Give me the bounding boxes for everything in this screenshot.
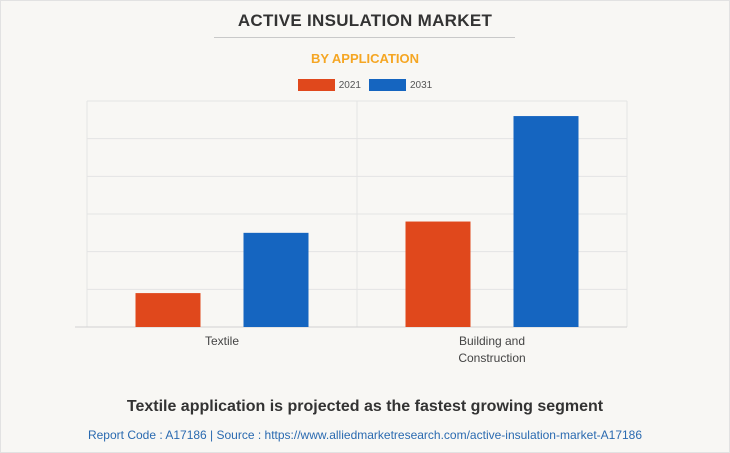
chart-subtitle: BY APPLICATION <box>310 51 420 66</box>
legend-swatch-2021 <box>297 79 335 91</box>
x-tick-label: Building and Construction <box>458 334 525 365</box>
legend-item-2031[interactable]: 2031 <box>369 79 432 91</box>
legend-label-2021: 2021 <box>338 79 361 91</box>
bar-2031-textile <box>243 232 309 327</box>
chart-title: ACTIVE INSULATION MARKET <box>237 11 493 30</box>
source-link[interactable]: Report Code : A17186 | Source : https://… <box>87 428 643 442</box>
legend-item-2021[interactable]: 2021 <box>297 79 361 91</box>
legend-label-2031: 2031 <box>410 79 433 91</box>
x-tick-label: Textile <box>205 334 239 348</box>
chart-caption: Textile application is projected as the … <box>126 398 604 415</box>
bar-2031-building-and <box>513 116 579 327</box>
title-divider <box>214 37 515 38</box>
bar-2021-building-and <box>405 221 471 327</box>
legend-swatch-2031 <box>369 79 406 91</box>
bar-2021-textile <box>135 293 201 327</box>
legend: 2021 2031 <box>0 79 730 91</box>
